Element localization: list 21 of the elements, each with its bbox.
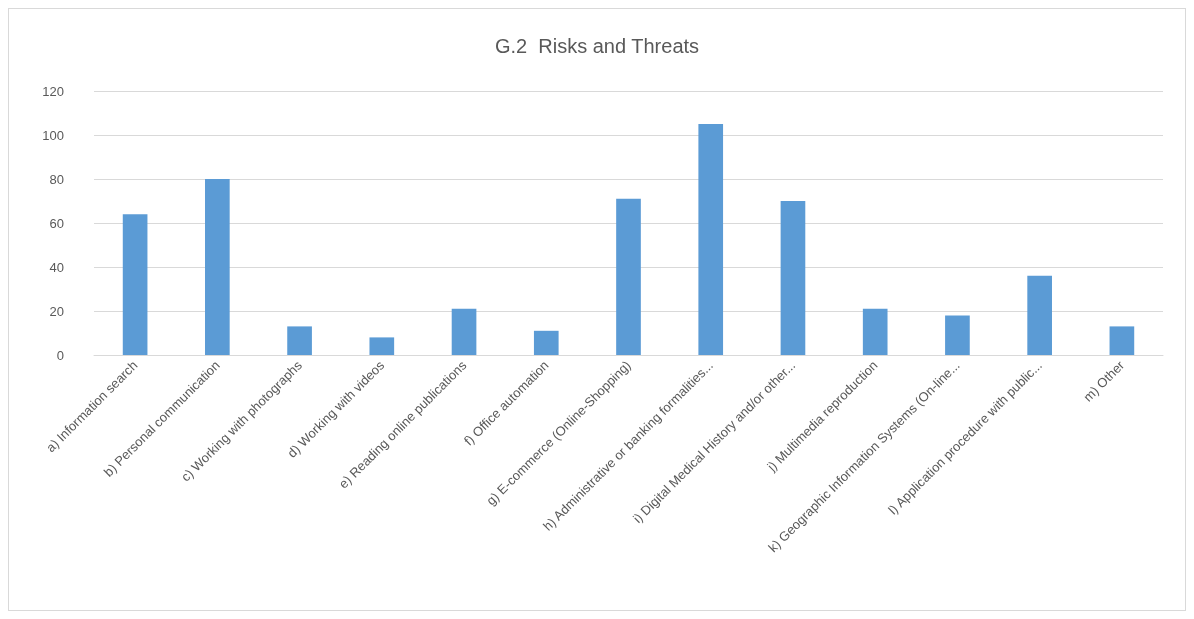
y-tick-label: 100 bbox=[42, 127, 64, 143]
bar bbox=[1109, 326, 1135, 355]
bar bbox=[780, 201, 806, 355]
bar bbox=[122, 214, 148, 355]
bar bbox=[698, 124, 724, 355]
y-tick-label: 80 bbox=[49, 171, 64, 187]
y-tick-label: 0 bbox=[56, 347, 64, 363]
bar bbox=[862, 308, 888, 355]
bar bbox=[451, 308, 477, 355]
chart-title: G.2 Risks and Threats bbox=[494, 35, 700, 57]
bar bbox=[616, 198, 641, 355]
y-tick-label: 60 bbox=[49, 215, 64, 231]
y-tick-label: 40 bbox=[49, 259, 64, 275]
y-tick-label: 20 bbox=[49, 303, 64, 319]
y-tick-label: 120 bbox=[42, 83, 64, 99]
bar bbox=[533, 330, 559, 355]
bar bbox=[1027, 275, 1052, 355]
bar bbox=[287, 326, 312, 355]
bar bbox=[369, 337, 395, 355]
bar bbox=[945, 315, 970, 355]
bar bbox=[205, 179, 230, 355]
